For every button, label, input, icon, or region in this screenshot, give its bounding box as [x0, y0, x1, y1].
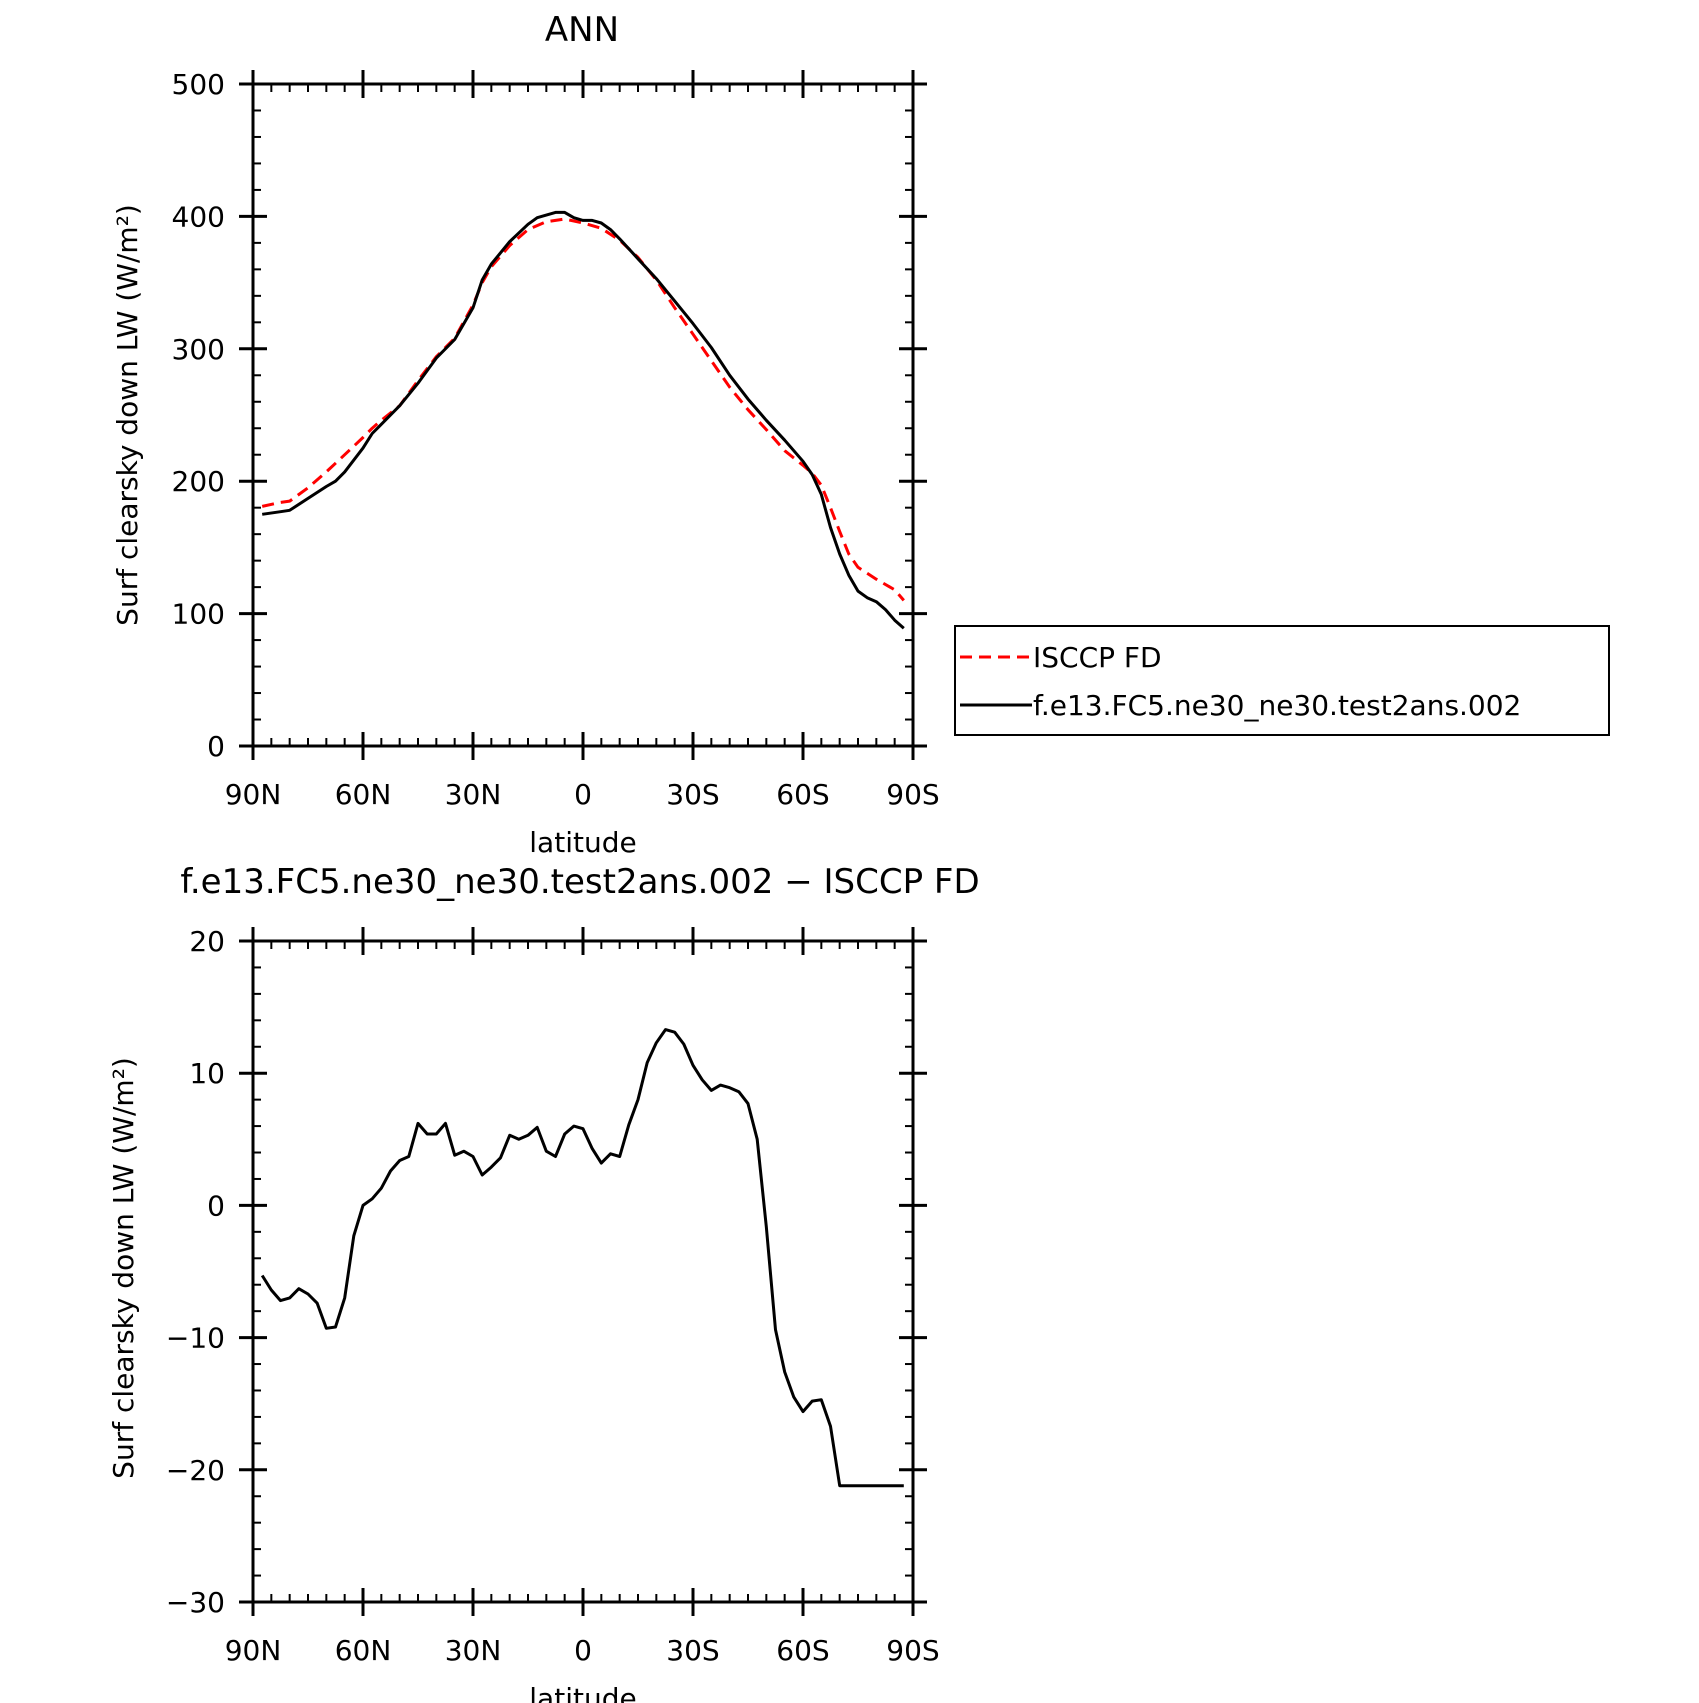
top-series-group: [261, 210, 905, 630]
bottom-y-tick-label: −20: [166, 1454, 225, 1487]
top-y-tick-label: 200: [172, 465, 225, 498]
bottom-panel-title: f.e13.FC5.ne30_ne30.test2ans.002 − ISCCP…: [180, 862, 979, 902]
top-y-tick-label: 100: [172, 598, 225, 631]
bottom-x-axis-title: latitude: [529, 1682, 636, 1703]
top-y-tick-label: 300: [172, 333, 225, 366]
bottom-y-axis-title: Surf clearsky down LW (W/m²): [107, 1057, 140, 1479]
bottom-x-tick-label: 90S: [886, 1634, 939, 1667]
legend-label-model: f.e13.FC5.ne30_ne30.test2ans.002: [1033, 689, 1521, 722]
top-x-tick-label: 60S: [776, 778, 829, 811]
bottom-axis-ticks: 90N 60N 30N 0 30S 60S 90S −30 −20 −10 0 10 20: [166, 925, 940, 1667]
top-panel-title: ANN: [545, 10, 619, 50]
top-axis-ticks: 90N 60N 30N 0 30S 60S 90S 0 100 200 300 400 500: [172, 68, 940, 811]
top-x-tick-label: 60N: [335, 778, 392, 811]
top-plot-frame: [251, 82, 915, 748]
top-y-axis-title: Surf clearsky down LW (W/m²): [111, 204, 144, 626]
top-x-tick-label: 90N: [225, 778, 282, 811]
bottom-x-tick-label: 0: [574, 1634, 592, 1667]
bottom-y-tick-label: 0: [207, 1189, 225, 1222]
legend: ISCCP FD f.e13.FC5.ne30_ne30.test2ans.00…: [954, 625, 1610, 736]
legend-frame: [954, 625, 1610, 736]
top-series-line-0: [261, 217, 905, 602]
bottom-x-tick-label: 30N: [445, 1634, 502, 1667]
bottom-x-tick-label: 60S: [776, 1634, 829, 1667]
legend-label-isccp: ISCCP FD: [1033, 641, 1162, 674]
bottom-series-group: [260, 1028, 904, 1488]
top-x-tick-label: 90S: [886, 778, 939, 811]
bottom-y-tick-label: −30: [166, 1586, 225, 1619]
top-panel: ANN 90N 60N 30N 0 30S 60S 90S0100200300400500 …: [111, 10, 940, 859]
bottom-plot-frame: [251, 939, 915, 1604]
top-y-tick-label: 0: [207, 730, 225, 763]
top-series-line-1: [261, 210, 905, 630]
bottom-y-tick-label: 20: [189, 925, 225, 958]
top-y-tick-label: 500: [172, 68, 225, 101]
top-x-tick-label: 30N: [445, 778, 502, 811]
bottom-series-line-0: [260, 1028, 904, 1488]
bottom-x-tick-label: 60N: [335, 1634, 392, 1667]
top-x-tick-label: 0: [574, 778, 592, 811]
top-x-axis-title: latitude: [529, 826, 636, 859]
bottom-panel: f.e13.FC5.ne30_ne30.test2ans.002 − ISCCP…: [107, 862, 980, 1703]
bottom-y-tick-label: −10: [166, 1322, 225, 1355]
bottom-x-tick-label: 30S: [666, 1634, 719, 1667]
top-x-tick-label: 30S: [666, 778, 719, 811]
bottom-y-tick-label: 10: [189, 1057, 225, 1090]
bottom-x-tick-label: 90N: [225, 1634, 282, 1667]
top-y-tick-label: 400: [172, 200, 225, 233]
